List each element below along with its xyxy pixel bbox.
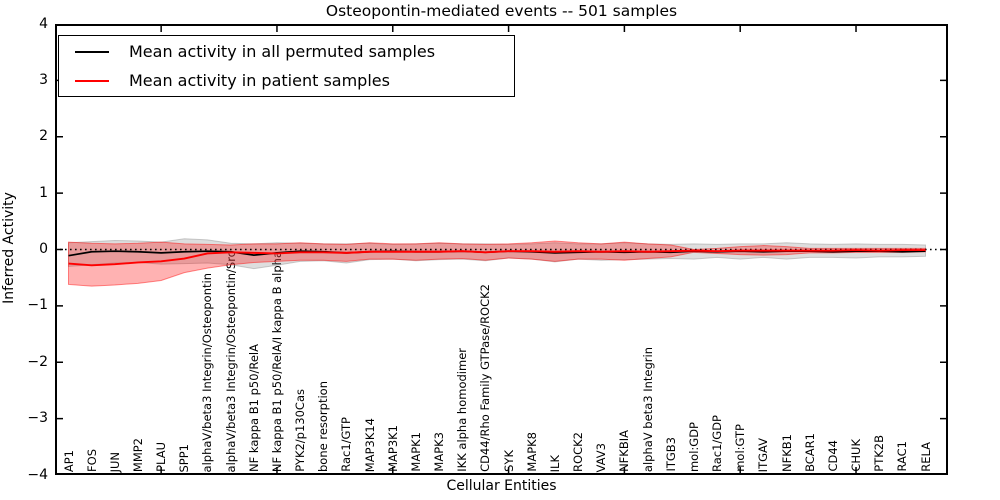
y-tick-label: −3 bbox=[27, 410, 48, 427]
chart-title: Osteopontin-mediated events -- 501 sampl… bbox=[325, 2, 678, 20]
permuted-legend-line-icon bbox=[75, 50, 109, 53]
legend-entry: Mean activity in patient samples bbox=[75, 66, 514, 95]
permuted-band bbox=[68, 238, 926, 270]
patient-band bbox=[68, 240, 926, 287]
y-tick-label: 4 bbox=[39, 15, 48, 32]
legend-entry: Mean activity in all permuted samples bbox=[75, 37, 514, 66]
y-tick-label: 1 bbox=[39, 184, 48, 201]
legend-entry-label: Mean activity in patient samples bbox=[129, 71, 390, 90]
y-tick-label: −4 bbox=[27, 466, 48, 483]
legend-entry-label: Mean activity in all permuted samples bbox=[129, 42, 436, 61]
y-tick-label: −2 bbox=[27, 353, 48, 370]
y-tick-label: 3 bbox=[39, 71, 48, 88]
y-tick-label: 2 bbox=[39, 128, 48, 145]
y-tick-label: −1 bbox=[27, 297, 48, 314]
axis-frame bbox=[55, 24, 948, 475]
y-tick-label: 0 bbox=[39, 241, 48, 257]
legend: Mean activity in all permuted samples Mea… bbox=[58, 35, 515, 97]
patient-legend-line-icon bbox=[75, 79, 109, 82]
plot-area bbox=[55, 24, 948, 475]
x-axis-label: Cellular Entities bbox=[446, 478, 557, 494]
patient-mean-line bbox=[68, 249, 926, 267]
